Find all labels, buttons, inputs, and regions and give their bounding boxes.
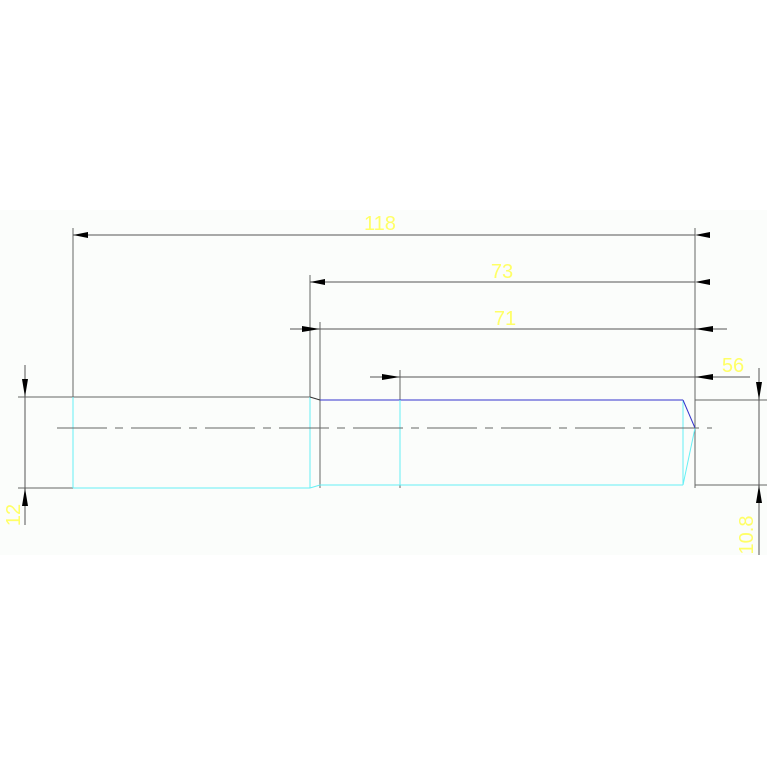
dim-text-118: 118 (364, 213, 396, 235)
part-outline (72, 396, 696, 489)
drawing-area (0, 210, 767, 555)
dim-text-10-8: 10.8 (736, 516, 758, 555)
dim-text-73: 73 (491, 261, 513, 283)
dim-text-12: 12 (3, 504, 25, 526)
arrowheads (22, 326, 762, 506)
dim-text-56: 56 (722, 355, 744, 377)
dim-text-71: 71 (494, 308, 516, 330)
